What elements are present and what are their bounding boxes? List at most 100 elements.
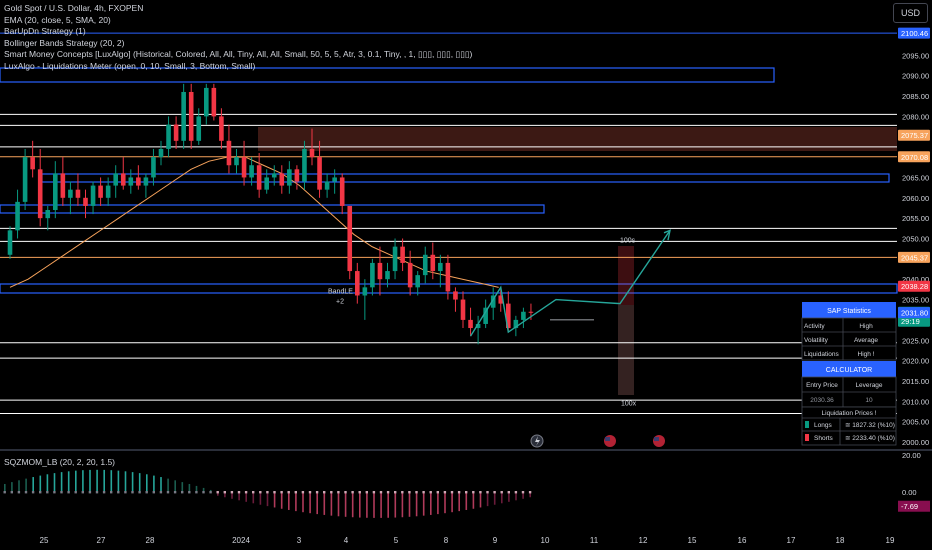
squeeze-dot [507,491,510,494]
legend-luxalgo[interactable]: LuxAlgo - Liquidations Meter (open, 0, 1… [4,60,256,71]
candle [22,157,28,202]
candle [422,254,428,276]
squeeze-dot [138,491,141,494]
momentum-bar [394,492,397,518]
longs-label: Longs [814,422,832,429]
symbol-title[interactable]: Gold Spot / U.S. Dollar, 4h, FXOPEN [4,3,144,13]
currency-button[interactable]: USD [892,3,928,23]
price-axis[interactable]: 2000.00 2005.00 2010.00 2015.00 2020.00 2025.… [902,31,929,447]
momentum-bar [46,474,49,492]
stat-value: High ! [858,351,875,358]
squeeze-dot [216,491,219,494]
momentum-bar [110,470,113,492]
candle [271,173,277,178]
momentum-bar [238,492,240,501]
time-axis[interactable]: 25 27 28 2024 3 4 5 8 9 10 11 12 15 16 17 18 19 [40,536,895,545]
candle [256,165,262,190]
candle [196,116,202,141]
momentum-bar [209,489,212,492]
squeeze-dot [365,491,368,494]
price-tick-label: 2010.00 [902,397,929,406]
candle [75,189,81,198]
momentum-bar [67,471,70,492]
candle [498,295,504,304]
squeeze-dot [323,491,326,494]
squeeze-dot [195,491,198,494]
candle [438,262,443,272]
momentum-bar [373,492,375,518]
candle [460,299,466,320]
candle [226,140,232,166]
momentum-bar [96,469,98,492]
price-tick-label: 2060.00 [902,194,929,203]
momentum-bar [89,469,91,492]
squeeze-dot [237,491,241,494]
momentum-bar [217,492,219,496]
momentum-bar [11,482,13,492]
squeeze-dot [337,491,340,494]
squeeze-dot [10,491,13,494]
squeeze-dot [521,491,525,494]
candle [521,311,526,320]
annotation-label: BandLE [328,288,353,295]
oscillator-badge-label: -7.69 [901,502,918,511]
squeeze-dot [173,491,177,494]
candle [188,91,194,141]
price-badge [898,251,930,263]
price-tick-label: 2095.00 [902,51,929,60]
price-tick-label: 2050.00 [902,235,929,244]
legend-smc[interactable]: Smart Money Concepts [LuxAlgo] (Historic… [4,49,473,60]
squeeze-dot [415,491,418,494]
flash-glyph [535,436,540,446]
ema-line [9,156,499,288]
momentum-bar [458,492,460,512]
squeeze-dot [46,491,49,494]
level-lines [0,32,897,415]
leverage-input[interactable]: 10 [865,397,873,404]
shorts-label: Shorts [814,435,834,442]
momentum-bar [202,487,205,492]
squeeze-dot [188,491,191,494]
squeeze-dot [124,491,127,494]
legend-barupdn[interactable]: BarUpDn Strategy (1) [4,26,86,37]
ema-polyline [9,156,499,288]
candle [60,173,66,198]
legend-bollinger[interactable]: Bollinger Bands Strategy (20, 2) [4,37,125,48]
zone-layer [0,67,898,395]
price-tick-label: 2040.00 [902,275,929,284]
squeeze-dot [17,491,21,494]
momentum-bar [479,492,482,508]
legend-ema[interactable]: EMA (20, close, 5, SMA, 20) [4,14,111,25]
liquidation-meter-long [618,305,634,395]
momentum-bar [224,492,226,498]
oscillator-badge [898,500,930,512]
time-tick-label: 8 [444,536,449,545]
candle [15,201,20,231]
momentum-bar [430,492,432,515]
squeeze-dot [166,491,170,494]
momentum-bar [515,492,517,501]
momentum-bar [444,492,446,514]
momentum-bar [252,492,255,504]
momentum-bar [465,492,468,510]
entry-price-input[interactable]: 2030.36 [810,397,834,404]
liquidation-prices-header: Liquidation Prices ! [822,410,877,417]
candle [324,181,330,190]
momentum-bar [387,492,389,518]
candle [151,157,156,178]
candle [53,173,58,211]
annotation-label: +2 [336,299,344,306]
squeeze-dot [230,491,234,494]
supply-zone-top [0,67,775,83]
flag-canton [654,437,659,441]
momentum-bar [32,477,34,492]
momentum-bar [501,492,503,504]
momentum-bar [493,492,496,505]
momentum-bar [366,492,368,518]
price-badges: 2100.46 2075.37 2070.08 2045.37 2038.28 2031.… [898,27,930,327]
oscillator-legend[interactable]: SQZMOM_LB (20, 2, 20, 1.5) [4,457,116,467]
candle [120,173,126,186]
oscillator-axis[interactable]: 20.000.00-7.69-7.69 [898,451,930,512]
squeeze-dot [465,491,468,494]
